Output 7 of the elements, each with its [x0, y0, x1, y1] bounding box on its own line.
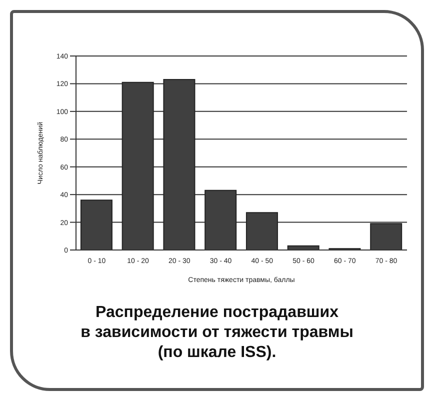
bar [163, 79, 196, 250]
text: Распределение пострадавших в зависимости от тяжести травмы (по шкале ISS). [80, 303, 354, 363]
bar [204, 190, 237, 250]
bar [80, 200, 112, 250]
bar [246, 212, 278, 250]
bar [370, 223, 402, 250]
bar [122, 82, 154, 250]
